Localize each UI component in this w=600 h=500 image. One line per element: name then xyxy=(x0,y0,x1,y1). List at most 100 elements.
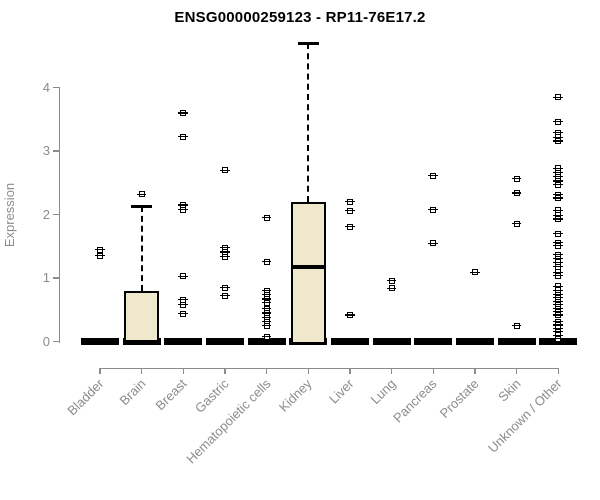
outlier-point[interactable] xyxy=(95,246,105,253)
x-axis-tick xyxy=(224,367,226,374)
outlier-point-crossbar xyxy=(428,208,438,211)
x-axis-line xyxy=(99,367,560,369)
outlier-point[interactable] xyxy=(553,242,563,249)
whisker xyxy=(140,206,143,291)
outlier-point[interactable] xyxy=(261,322,272,329)
outlier-point-crossbar xyxy=(553,330,563,333)
box[interactable] xyxy=(124,290,160,344)
outlier-point[interactable] xyxy=(553,181,563,188)
outlier-point-crossbar xyxy=(553,285,563,287)
outlier-point[interactable] xyxy=(470,269,480,276)
outlier-point-crossbar xyxy=(345,314,355,316)
x-axis-tick xyxy=(307,367,310,374)
x-axis-tick xyxy=(99,367,101,374)
outlier-point-crossbar xyxy=(553,297,563,299)
outlier-point[interactable] xyxy=(220,167,230,174)
zero-bar[interactable] xyxy=(497,338,536,346)
outlier-point[interactable] xyxy=(553,263,563,270)
outlier-point-crossbar xyxy=(261,321,272,323)
outlier-point-crossbar xyxy=(553,266,563,268)
zero-bar[interactable] xyxy=(206,338,244,346)
zero-bar[interactable] xyxy=(247,338,286,346)
outlier-point-crossbar xyxy=(553,172,563,174)
y-tick-label: 3 xyxy=(42,143,50,159)
outlier-point[interactable] xyxy=(553,118,563,125)
outlier-point[interactable] xyxy=(220,284,230,291)
outlier-point-crossbar xyxy=(553,167,563,169)
outlier-point[interactable] xyxy=(345,223,355,230)
outlier-point-crossbar xyxy=(553,314,563,316)
outlier-point[interactable] xyxy=(178,110,188,117)
outlier-point-crossbar xyxy=(261,217,272,219)
outlier-point[interactable] xyxy=(511,190,522,197)
outlier-point[interactable] xyxy=(428,172,438,179)
x-axis-tick xyxy=(182,367,185,374)
outlier-point[interactable] xyxy=(261,333,272,340)
outlier-point[interactable] xyxy=(220,253,230,260)
outlier-point-crossbar xyxy=(220,287,230,289)
outlier-point[interactable] xyxy=(553,312,563,319)
outlier-point[interactable] xyxy=(95,252,105,259)
y-axis-tick xyxy=(52,340,59,343)
outlier-point[interactable] xyxy=(386,277,397,284)
outlier-point[interactable] xyxy=(178,206,188,213)
zero-bar[interactable] xyxy=(539,338,578,346)
outlier-point-crossbar xyxy=(178,204,188,206)
outlier-point[interactable] xyxy=(345,207,355,214)
outlier-point[interactable] xyxy=(511,322,522,329)
outlier-point-crossbar xyxy=(178,299,188,301)
whisker xyxy=(307,43,310,202)
outlier-point[interactable] xyxy=(428,206,438,213)
outlier-point-crossbar xyxy=(220,247,230,249)
outlier-point-crossbar xyxy=(261,260,272,263)
zero-bar[interactable] xyxy=(164,338,203,346)
outlier-point[interactable] xyxy=(553,138,563,145)
outlier-point-crossbar xyxy=(220,169,230,171)
y-tick-label: 0 xyxy=(42,333,50,349)
zero-bar[interactable] xyxy=(456,338,495,346)
outlier-point[interactable] xyxy=(220,292,230,299)
outlier-point-crossbar xyxy=(553,180,563,182)
outlier-point[interactable] xyxy=(261,299,272,306)
outlier-point[interactable] xyxy=(261,258,272,265)
x-axis-tick xyxy=(390,367,393,374)
outlier-point[interactable] xyxy=(553,335,563,342)
outlier-point-crossbar xyxy=(553,194,563,196)
outlier-point[interactable] xyxy=(428,240,438,247)
outlier-point[interactable] xyxy=(553,94,563,101)
outlier-point[interactable] xyxy=(178,273,188,280)
outlier-point-crossbar xyxy=(553,132,563,134)
outlier-point-crossbar xyxy=(553,311,563,313)
median-line xyxy=(124,339,160,344)
outlier-point[interactable] xyxy=(345,312,355,319)
x-axis-tick xyxy=(349,367,351,374)
whisker-cap xyxy=(297,42,319,45)
outlier-point[interactable] xyxy=(511,175,522,182)
outlier-point[interactable] xyxy=(345,199,355,205)
outlier-point[interactable] xyxy=(261,214,272,221)
zero-bar[interactable] xyxy=(331,338,370,346)
zero-bar[interactable] xyxy=(372,338,411,346)
outlier-point-crossbar xyxy=(553,209,563,211)
outlier-point-crossbar xyxy=(553,300,563,303)
outlier-point[interactable] xyxy=(386,285,397,292)
outlier-point[interactable] xyxy=(553,230,563,237)
zero-bar[interactable] xyxy=(81,338,119,346)
outlier-point[interactable] xyxy=(553,272,563,279)
outlier-point[interactable] xyxy=(178,133,188,140)
outlier-point-crossbar xyxy=(95,255,105,257)
outlier-point[interactable] xyxy=(136,191,147,198)
outlier-point[interactable] xyxy=(553,216,563,223)
zero-bar[interactable] xyxy=(414,338,453,346)
outlier-point[interactable] xyxy=(553,195,563,202)
box[interactable] xyxy=(290,202,326,344)
outlier-point-crossbar xyxy=(553,233,563,235)
outlier-point[interactable] xyxy=(178,310,188,317)
outlier-point-crossbar xyxy=(511,192,522,194)
outlier-point[interactable] xyxy=(178,301,188,308)
x-axis-tick xyxy=(557,367,560,374)
outlier-point-crossbar xyxy=(553,307,563,310)
outlier-point-crossbar xyxy=(553,294,563,296)
whisker-cap xyxy=(131,205,153,208)
outlier-point[interactable] xyxy=(511,220,522,227)
